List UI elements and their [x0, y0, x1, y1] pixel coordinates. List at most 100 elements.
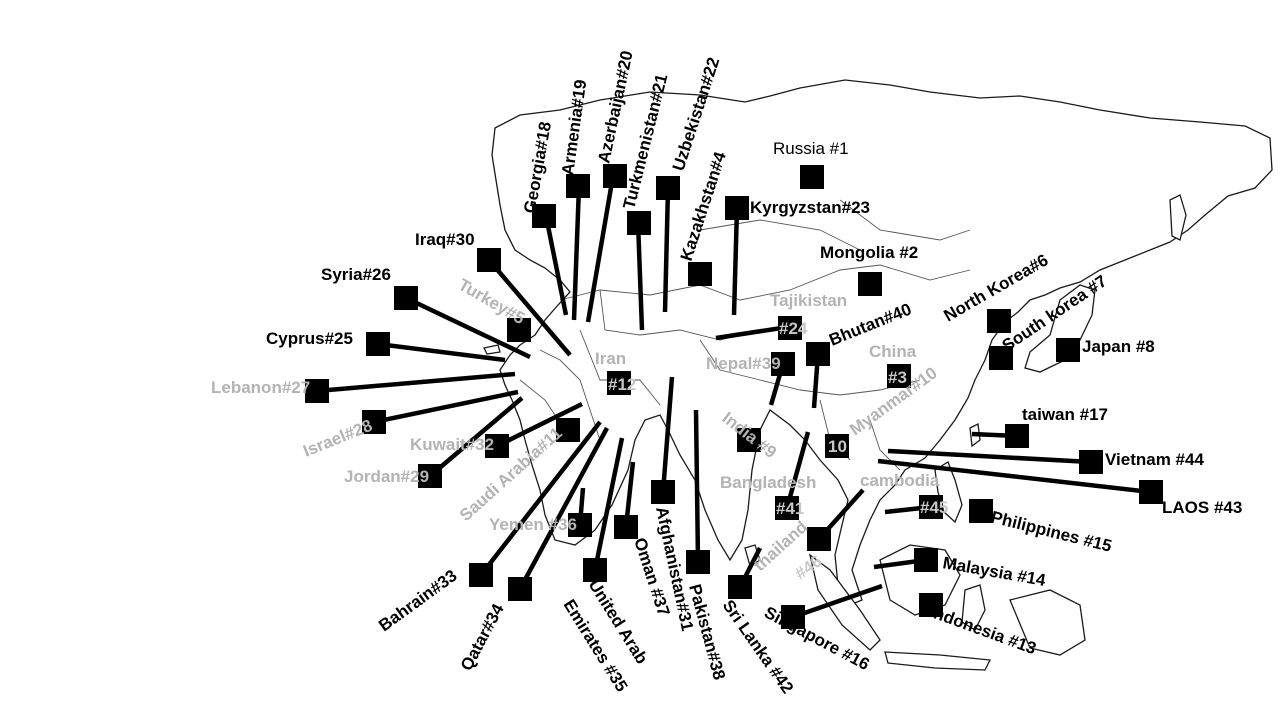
label-philippines: Philippines #15 [989, 507, 1114, 555]
label-iran: Iran [595, 349, 626, 368]
marker-jordan [418, 464, 442, 488]
label-bangladesh-num: #41 [776, 499, 804, 518]
leader-uzbekistan [662, 187, 671, 313]
marker-mongolia [858, 272, 882, 296]
marker-kyrgyzstan [725, 196, 749, 220]
marker-bangladesh [775, 496, 799, 520]
leader-pakistan [693, 409, 701, 563]
marker-armenia [566, 174, 590, 198]
leader-afghanistan [660, 376, 675, 493]
label-bahrain: Bahrain#33 [375, 566, 460, 635]
land-shapes [483, 79, 1273, 671]
label-jordan: Jordan#29 [344, 467, 429, 486]
marker-russia [800, 165, 824, 189]
marker-laos [1139, 480, 1163, 504]
leader-lebanon [316, 371, 516, 394]
leader-bangladesh [784, 431, 811, 509]
leader-syria [405, 295, 531, 360]
marker-uae [583, 558, 607, 582]
label-iraq: Iraq#30 [415, 230, 475, 249]
marker-iran [607, 371, 631, 395]
marker-kazakhstan [688, 262, 712, 286]
leader-israel [373, 389, 519, 425]
leader-kyrgyzstan [731, 207, 740, 316]
marker-indonesia [919, 593, 943, 617]
label-kuwait: Kuwait#32 [410, 435, 494, 454]
leader-jordan [428, 396, 524, 478]
marker-myanmar [825, 434, 849, 458]
label-japan: Japan #8 [1082, 337, 1155, 356]
sulawesi-island [961, 584, 986, 631]
label-yemen: Yemen #36 [489, 515, 577, 534]
label-bangladesh: Bangladesh [720, 473, 816, 492]
marker-uzbekistan [656, 176, 680, 200]
sakhalin-island [1169, 194, 1187, 241]
label-russia: Russia #1 [773, 139, 849, 158]
marker-lebanon [305, 379, 329, 403]
cyprus-island [483, 344, 501, 355]
marker-japan [1056, 338, 1080, 362]
label-qatar: Qatar#34 [457, 600, 508, 674]
label-iran-num: #12 [608, 375, 636, 394]
marker-malaysia [914, 548, 938, 572]
marker-bhutan [806, 342, 830, 366]
marker-north-korea [987, 309, 1011, 333]
label-myanmar-num: 10 [828, 437, 847, 456]
leader-azerbaijan [585, 175, 616, 323]
leader-uae [592, 437, 625, 571]
label-kyrgyzstan: Kyrgyzstan#23 [750, 198, 870, 217]
leader-bahrain [479, 420, 602, 577]
marker-oman [614, 515, 638, 539]
marker-india [737, 428, 761, 452]
label-cambodia-num: #45 [920, 498, 948, 517]
markers [305, 164, 1163, 629]
label-cambodia: cambodia [860, 471, 940, 490]
label-china-num: #3 [888, 368, 907, 387]
label-mongolia: Mongolia #2 [820, 243, 918, 262]
leader-iraq [487, 258, 572, 357]
marker-georgia [532, 204, 556, 228]
marker-cambodia [919, 495, 943, 519]
label-israel: Israel#28 [300, 416, 375, 461]
label-turkey: Turkey#5 [455, 275, 528, 328]
new-guinea-island [1009, 589, 1086, 656]
marker-israel [362, 410, 386, 434]
leader-cyprus [377, 341, 506, 363]
marker-sri-lanka [728, 575, 752, 599]
marker-south-korea [989, 346, 1013, 370]
leader-laos [877, 458, 1152, 495]
label-tajikistan-num: #24 [779, 319, 808, 338]
label-syria: Syria#26 [321, 265, 391, 284]
marker-qatar [508, 577, 532, 601]
marker-philippines [969, 499, 993, 523]
leader-lines [316, 175, 1152, 620]
marker-vietnam [1079, 450, 1103, 474]
marker-yemen [568, 513, 592, 537]
marker-tajikistan [778, 316, 802, 340]
leader-qatar [518, 426, 609, 591]
marker-turkey [507, 318, 531, 342]
leader-armenia [571, 185, 582, 321]
label-china: China [869, 342, 917, 361]
marker-thailand [807, 527, 831, 551]
marker-taiwan [1005, 424, 1029, 448]
sri-lanka-island [744, 544, 761, 567]
leader-tajikistan [715, 324, 789, 341]
marker-cyprus [366, 332, 390, 356]
marker-china [887, 364, 911, 388]
label-laos: LAOS #43 [1162, 498, 1242, 517]
java-island [884, 651, 992, 671]
label-pakistan: Pakistan#38 [685, 582, 729, 682]
marker-nepal [771, 352, 795, 376]
leader-vietnam [887, 448, 1092, 465]
label-cyprus: Cyprus#25 [266, 329, 353, 348]
label-taiwan: taiwan #17 [1022, 405, 1108, 424]
leader-singapore [792, 583, 883, 620]
marker-pakistan [686, 550, 710, 574]
marker-singapore [781, 605, 805, 629]
label-vietnam: Vietnam #44 [1105, 450, 1204, 469]
marker-afghanistan [651, 480, 675, 504]
marker-syria [394, 286, 418, 310]
label-nepal: Nepal#39 [706, 354, 781, 373]
